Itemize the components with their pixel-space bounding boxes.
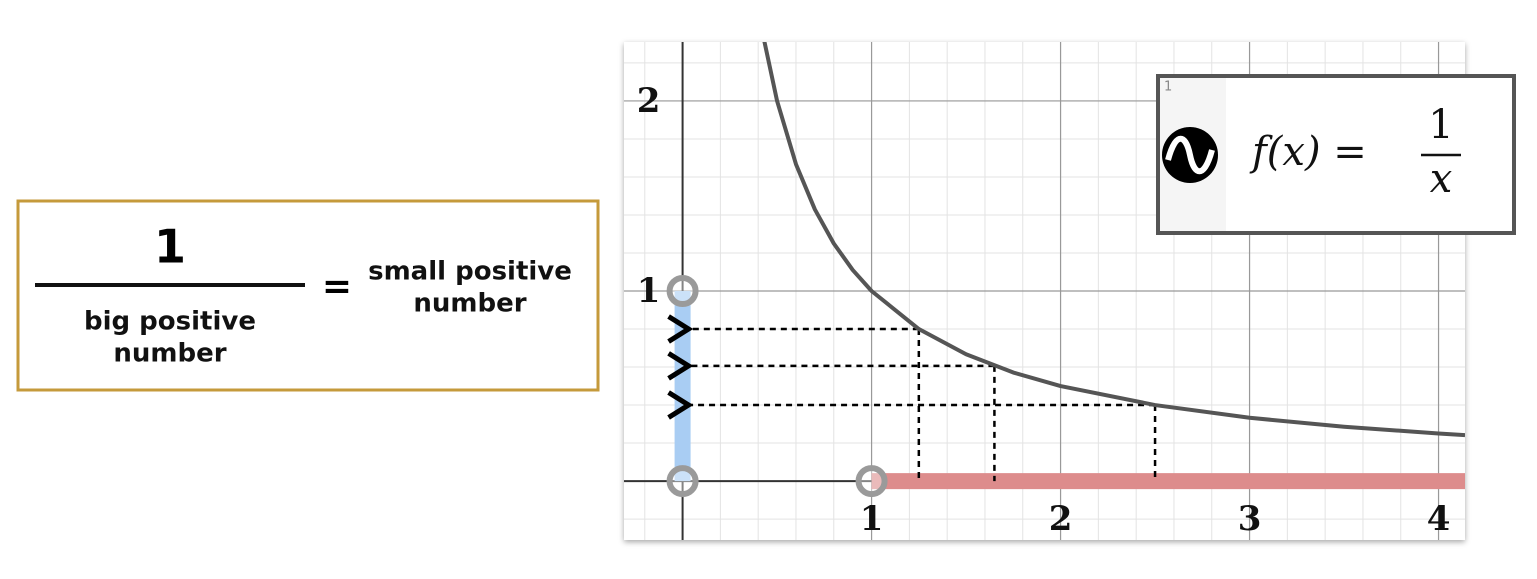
x-tick-label: 4	[1427, 499, 1451, 539]
legend-index: 1	[1164, 80, 1172, 95]
legend-lhs: f(x) =	[1249, 129, 1367, 175]
y-tick-label: 1	[637, 271, 661, 311]
curve	[762, 42, 1465, 438]
note-denominator: number	[113, 339, 226, 369]
note-box	[16, 199, 600, 392]
x-tick-label: 2	[1049, 499, 1073, 539]
endpoint	[666, 465, 699, 498]
x-tick-label: 1	[860, 499, 884, 539]
endpoint	[666, 275, 699, 307]
legend-icon-wave	[1165, 135, 1215, 175]
note-result: number	[413, 289, 526, 319]
note-result: small positive	[368, 257, 572, 287]
legend-numerator: 1	[1428, 102, 1453, 148]
overlay: 1 2 3 4 1 2	[637, 81, 1451, 539]
endpoint	[855, 465, 888, 498]
note-numerator: 1	[154, 220, 186, 274]
note-equals: =	[322, 266, 352, 307]
note-denominator: big positive	[84, 307, 256, 337]
y-tick-label: 2	[637, 81, 661, 121]
x-tick-label: 3	[1238, 499, 1262, 539]
legend-denominator: x	[1430, 156, 1453, 202]
